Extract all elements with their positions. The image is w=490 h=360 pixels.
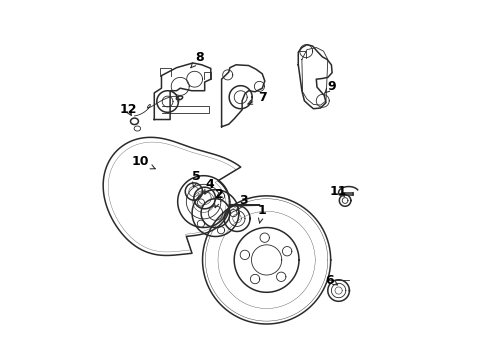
Text: 8: 8 bbox=[191, 51, 204, 68]
Text: 3: 3 bbox=[237, 194, 247, 210]
Text: 2: 2 bbox=[215, 188, 224, 208]
Text: 11: 11 bbox=[330, 185, 347, 198]
Text: 5: 5 bbox=[192, 170, 201, 187]
Text: 1: 1 bbox=[258, 204, 267, 223]
Text: 10: 10 bbox=[132, 156, 155, 169]
Text: 12: 12 bbox=[119, 103, 137, 116]
Text: 4: 4 bbox=[205, 178, 214, 194]
Text: 6: 6 bbox=[325, 274, 338, 287]
Text: 7: 7 bbox=[248, 91, 267, 104]
Text: 9: 9 bbox=[324, 80, 336, 94]
